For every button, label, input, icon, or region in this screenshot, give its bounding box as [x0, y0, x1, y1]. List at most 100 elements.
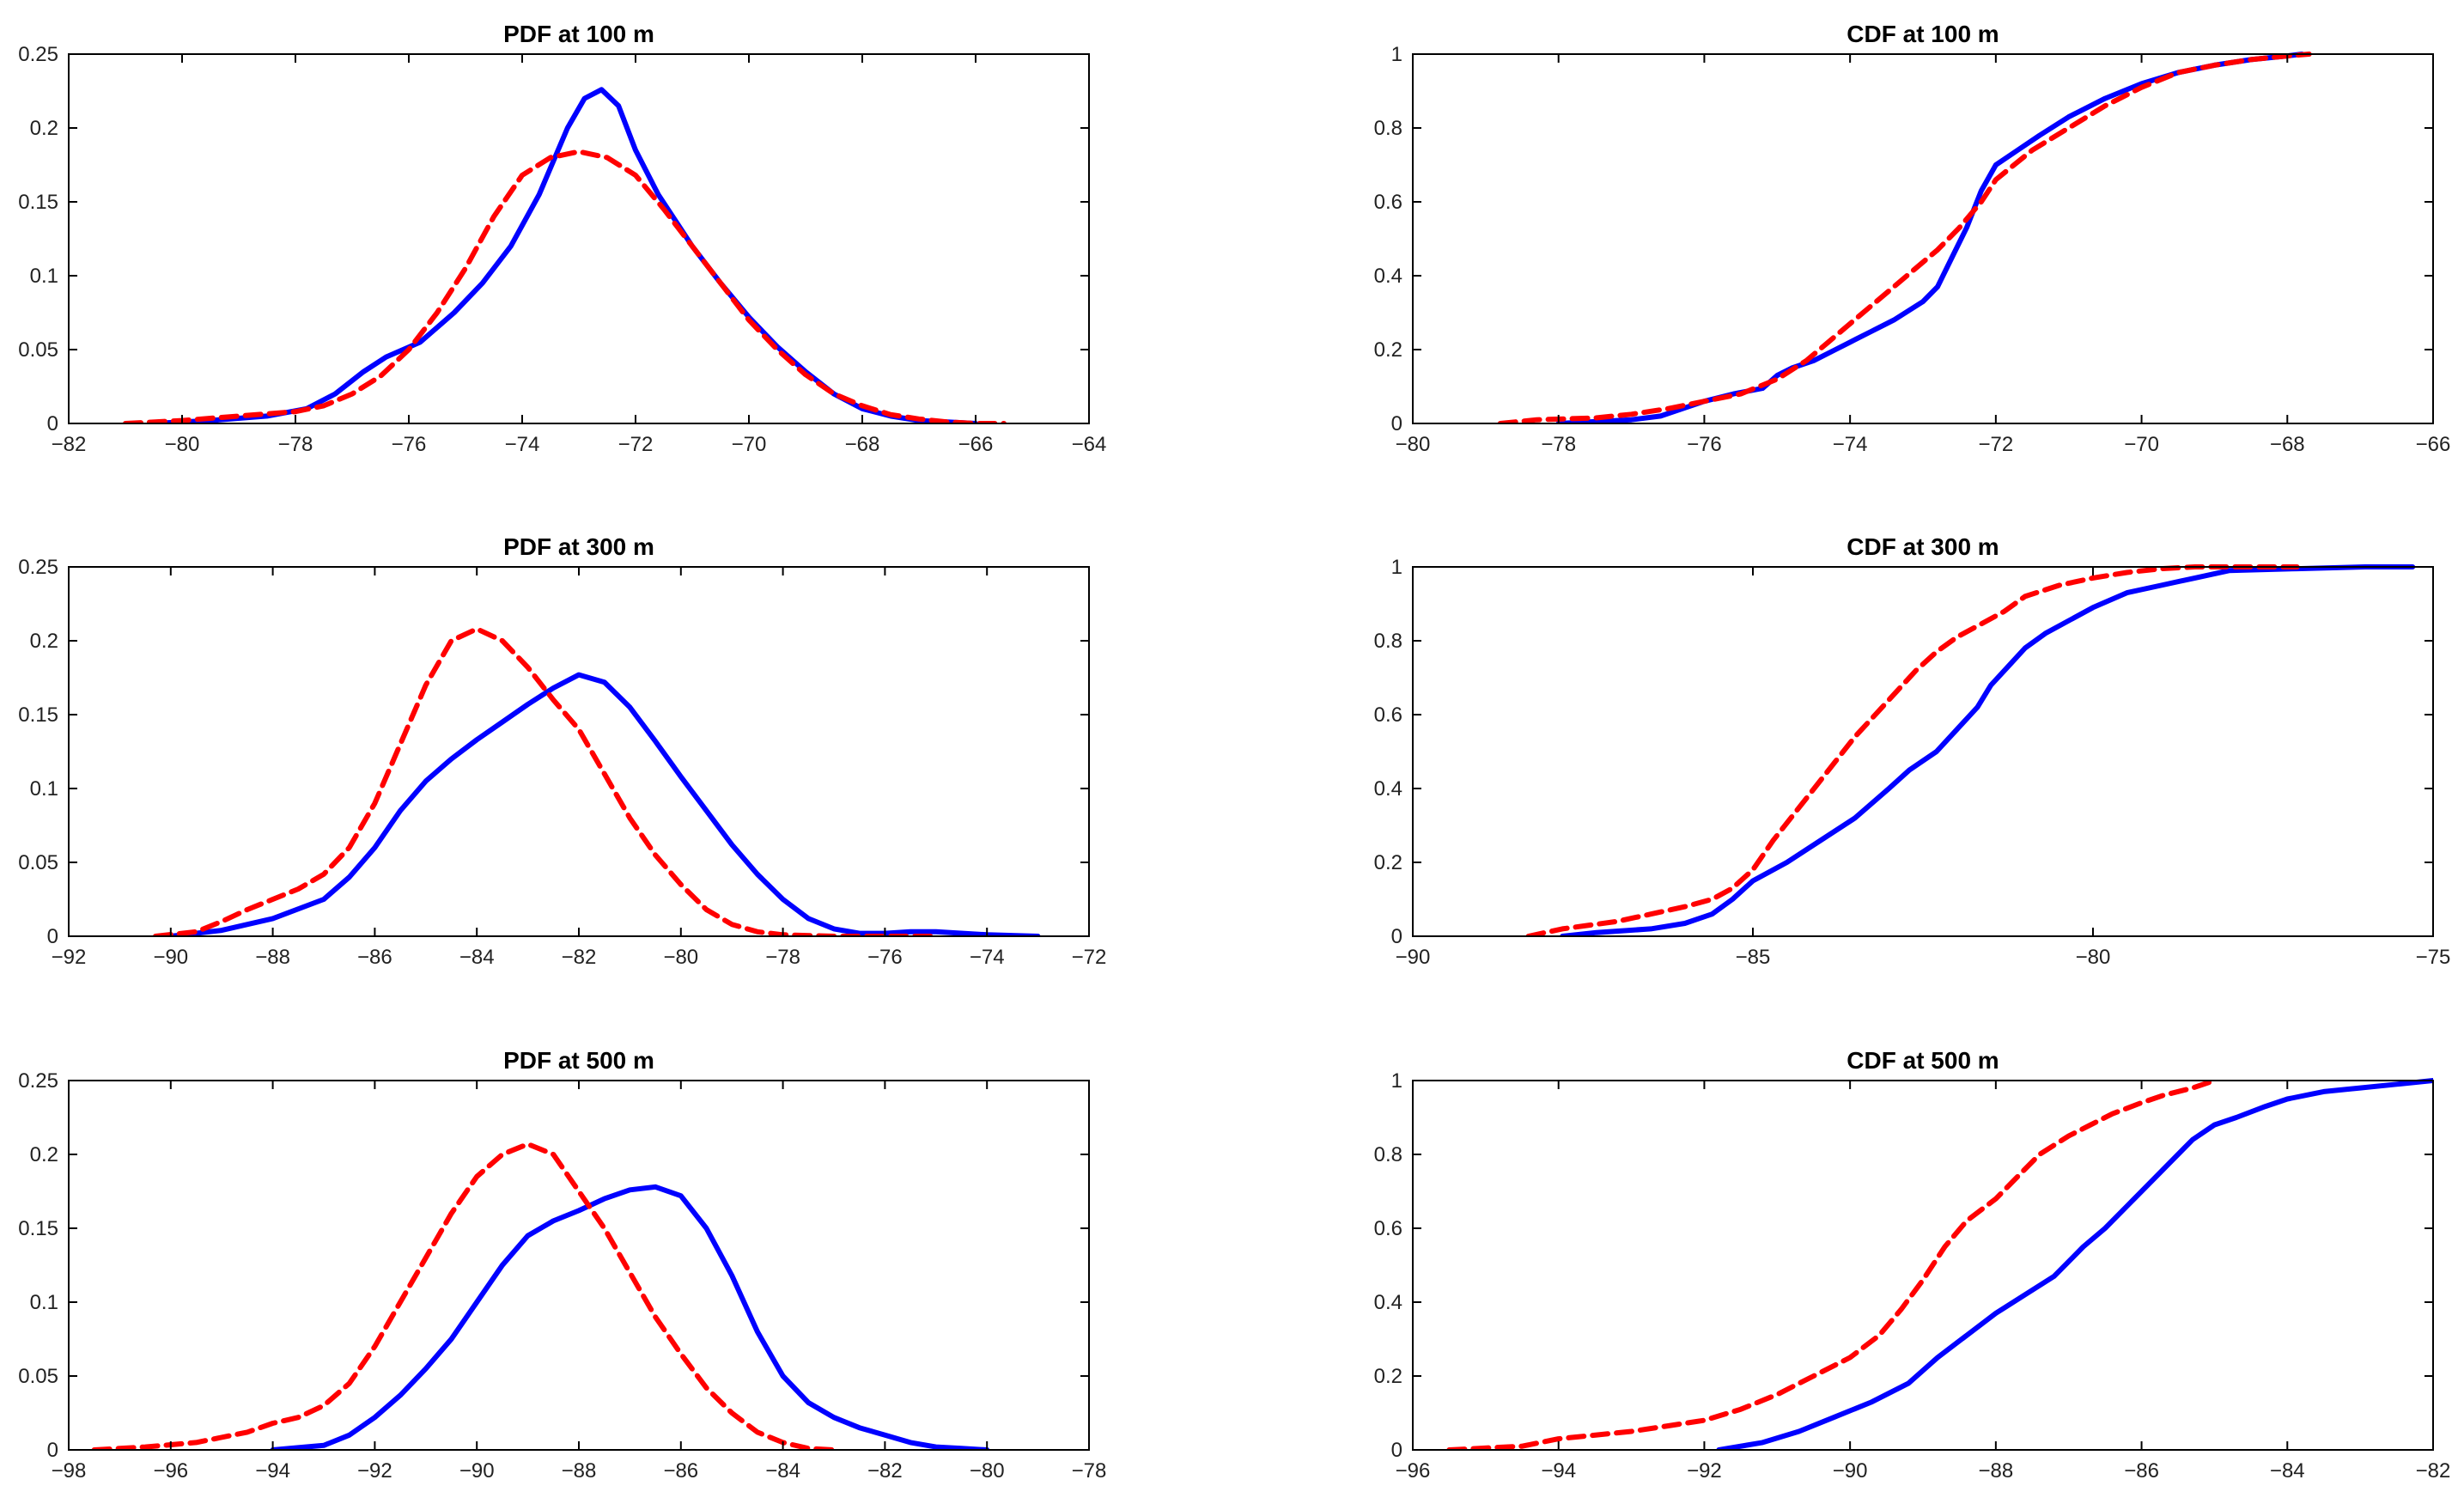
x-tick-label: −66: [2416, 433, 2451, 456]
x-tick-label: −70: [2124, 433, 2159, 456]
x-tick-label: −80: [663, 946, 698, 969]
y-tick-label: 0.05: [18, 1365, 58, 1388]
series-line-red-dashed: [1446, 1078, 2218, 1450]
x-tick-label: −84: [459, 946, 495, 969]
series-line-blue-solid: [167, 672, 1041, 936]
x-tick-label: −80: [165, 433, 200, 456]
x-tick-label: −74: [505, 433, 540, 456]
subplot-6: −96 −94 −92 −90 −88 −86 −84 −82 0 0.2 0.4 0.6 0.8 1 CD…: [1374, 1047, 2451, 1483]
x-tick-label: −86: [2124, 1459, 2159, 1483]
x-tick-label: −75: [2416, 946, 2451, 969]
subplot-3: −92 −90 −88 −86 −84 −82 −80 −78 −76 −74 −72 0 0.05 0.…: [18, 533, 1106, 969]
series-line-blue-solid: [270, 1184, 990, 1450]
y-tick-label: 0.6: [1374, 1217, 1402, 1240]
chart-title: PDF at 500 m: [503, 1047, 654, 1074]
x-tick-label: −88: [255, 946, 290, 969]
x-tick-label: −78: [765, 946, 800, 969]
y-tick-label: 0: [1391, 1439, 1402, 1462]
plot-area: [91, 1142, 990, 1450]
axes-box: [1412, 1080, 2434, 1451]
y-tick-label: 0.8: [1374, 117, 1402, 140]
x-tick-label: −96: [153, 1459, 188, 1483]
chart-title: CDF at 300 m: [1846, 533, 1999, 560]
series-line-red-dashed: [153, 626, 939, 936]
x-tick-label: −72: [1072, 946, 1107, 969]
x-tick-label: −82: [867, 1459, 903, 1483]
chart-title: PDF at 100 m: [503, 21, 654, 47]
x-tick-label: −72: [1978, 433, 2013, 456]
y-tick-label: 1: [1391, 43, 1402, 66]
x-tick-label: −85: [1736, 946, 1771, 969]
y-tick-label: 0: [47, 925, 58, 948]
x-tick-label: −76: [867, 946, 903, 969]
y-tick-label: 0.8: [1374, 1143, 1402, 1166]
series-line-red-dashed: [1497, 52, 2312, 423]
y-tick-label: 0: [47, 412, 58, 435]
axes-box: [1412, 566, 2434, 937]
x-tick-label: −90: [1833, 1459, 1868, 1483]
subplot-4: −90 −85 −80 −75 0 0.2 0.4 0.6 0.8 1 CDF at 300 m: [1374, 533, 2451, 969]
x-tick-label: −80: [1396, 433, 1431, 456]
axes-box: [68, 1080, 1090, 1451]
x-tick-label: −86: [357, 946, 392, 969]
y-tick-label: 0.2: [30, 117, 58, 140]
series-line-red-dashed: [123, 149, 1007, 423]
y-tick-label: 0.2: [30, 1143, 58, 1166]
y-tick-label: 0.4: [1374, 265, 1402, 288]
x-tick-label: −88: [562, 1459, 597, 1483]
x-tick-label: −82: [52, 433, 87, 456]
x-tick-label: −64: [1072, 433, 1107, 456]
x-tick-label: −80: [970, 1459, 1005, 1483]
plot-area: [1525, 564, 2416, 936]
y-tick-label: 0.15: [18, 1217, 58, 1240]
x-tick-label: −78: [1541, 433, 1576, 456]
y-tick-label: 0.2: [1374, 338, 1402, 362]
x-tick-label: −78: [278, 433, 313, 456]
series-line-blue-solid: [151, 87, 978, 423]
x-tick-label: −80: [2076, 946, 2111, 969]
y-tick-label: 0.1: [30, 1291, 58, 1314]
y-tick-label: 0.15: [18, 703, 58, 727]
x-tick-label: −82: [2416, 1459, 2451, 1483]
y-tick-label: 0.25: [18, 556, 58, 579]
y-tick-label: 0.1: [30, 777, 58, 801]
chart-title: CDF at 100 m: [1846, 21, 1999, 47]
subplot-2: −80 −78 −76 −74 −72 −70 −68 −66 0 0.2 0.4 0.6 0.8 1 CD…: [1374, 21, 2451, 456]
y-tick-label: 0.25: [18, 1069, 58, 1093]
y-tick-label: 0.8: [1374, 630, 1402, 653]
series-line-blue-solid: [1716, 1078, 2433, 1450]
x-tick-label: −94: [1541, 1459, 1576, 1483]
y-tick-label: 1: [1391, 1069, 1402, 1093]
x-tick-label: −66: [958, 433, 994, 456]
x-tick-label: −74: [1833, 433, 1868, 456]
x-tick-label: −70: [732, 433, 767, 456]
y-tick-label: 0: [47, 1439, 58, 1462]
y-tick-label: 0: [1391, 412, 1402, 435]
x-tick-label: −82: [562, 946, 597, 969]
series-line-red-dashed: [1525, 564, 2300, 936]
x-tick-label: −94: [255, 1459, 290, 1483]
y-tick-label: 0.4: [1374, 777, 1402, 801]
x-tick-label: −78: [1072, 1459, 1107, 1483]
x-tick-label: −90: [153, 946, 188, 969]
x-tick-label: −96: [1396, 1459, 1431, 1483]
chart-title: PDF at 300 m: [503, 533, 654, 560]
x-tick-label: −90: [459, 1459, 495, 1483]
y-tick-label: 0.2: [1374, 851, 1402, 874]
x-tick-label: −98: [52, 1459, 87, 1483]
x-tick-label: −76: [1687, 433, 1722, 456]
axes-box: [68, 566, 1090, 937]
x-tick-label: −92: [52, 946, 87, 969]
y-tick-label: 0.1: [30, 265, 58, 288]
subplot-1: −82 −80 −78 −76 −74 −72 −70 −68 −66 −64 0 0.05 0.1 0.…: [18, 21, 1106, 456]
subplot-5: −98 −96 −94 −92 −90 −88 −86 −84 −82 −80 −78 0 0.05 0.…: [18, 1047, 1106, 1483]
x-tick-label: −88: [1978, 1459, 2013, 1483]
y-tick-label: 0.4: [1374, 1291, 1402, 1314]
series-line-blue-solid: [1560, 564, 2416, 936]
y-tick-label: 0: [1391, 925, 1402, 948]
x-tick-label: −72: [618, 433, 654, 456]
y-tick-label: 0.6: [1374, 191, 1402, 214]
x-tick-label: −68: [845, 433, 880, 456]
y-tick-label: 0.05: [18, 851, 58, 874]
